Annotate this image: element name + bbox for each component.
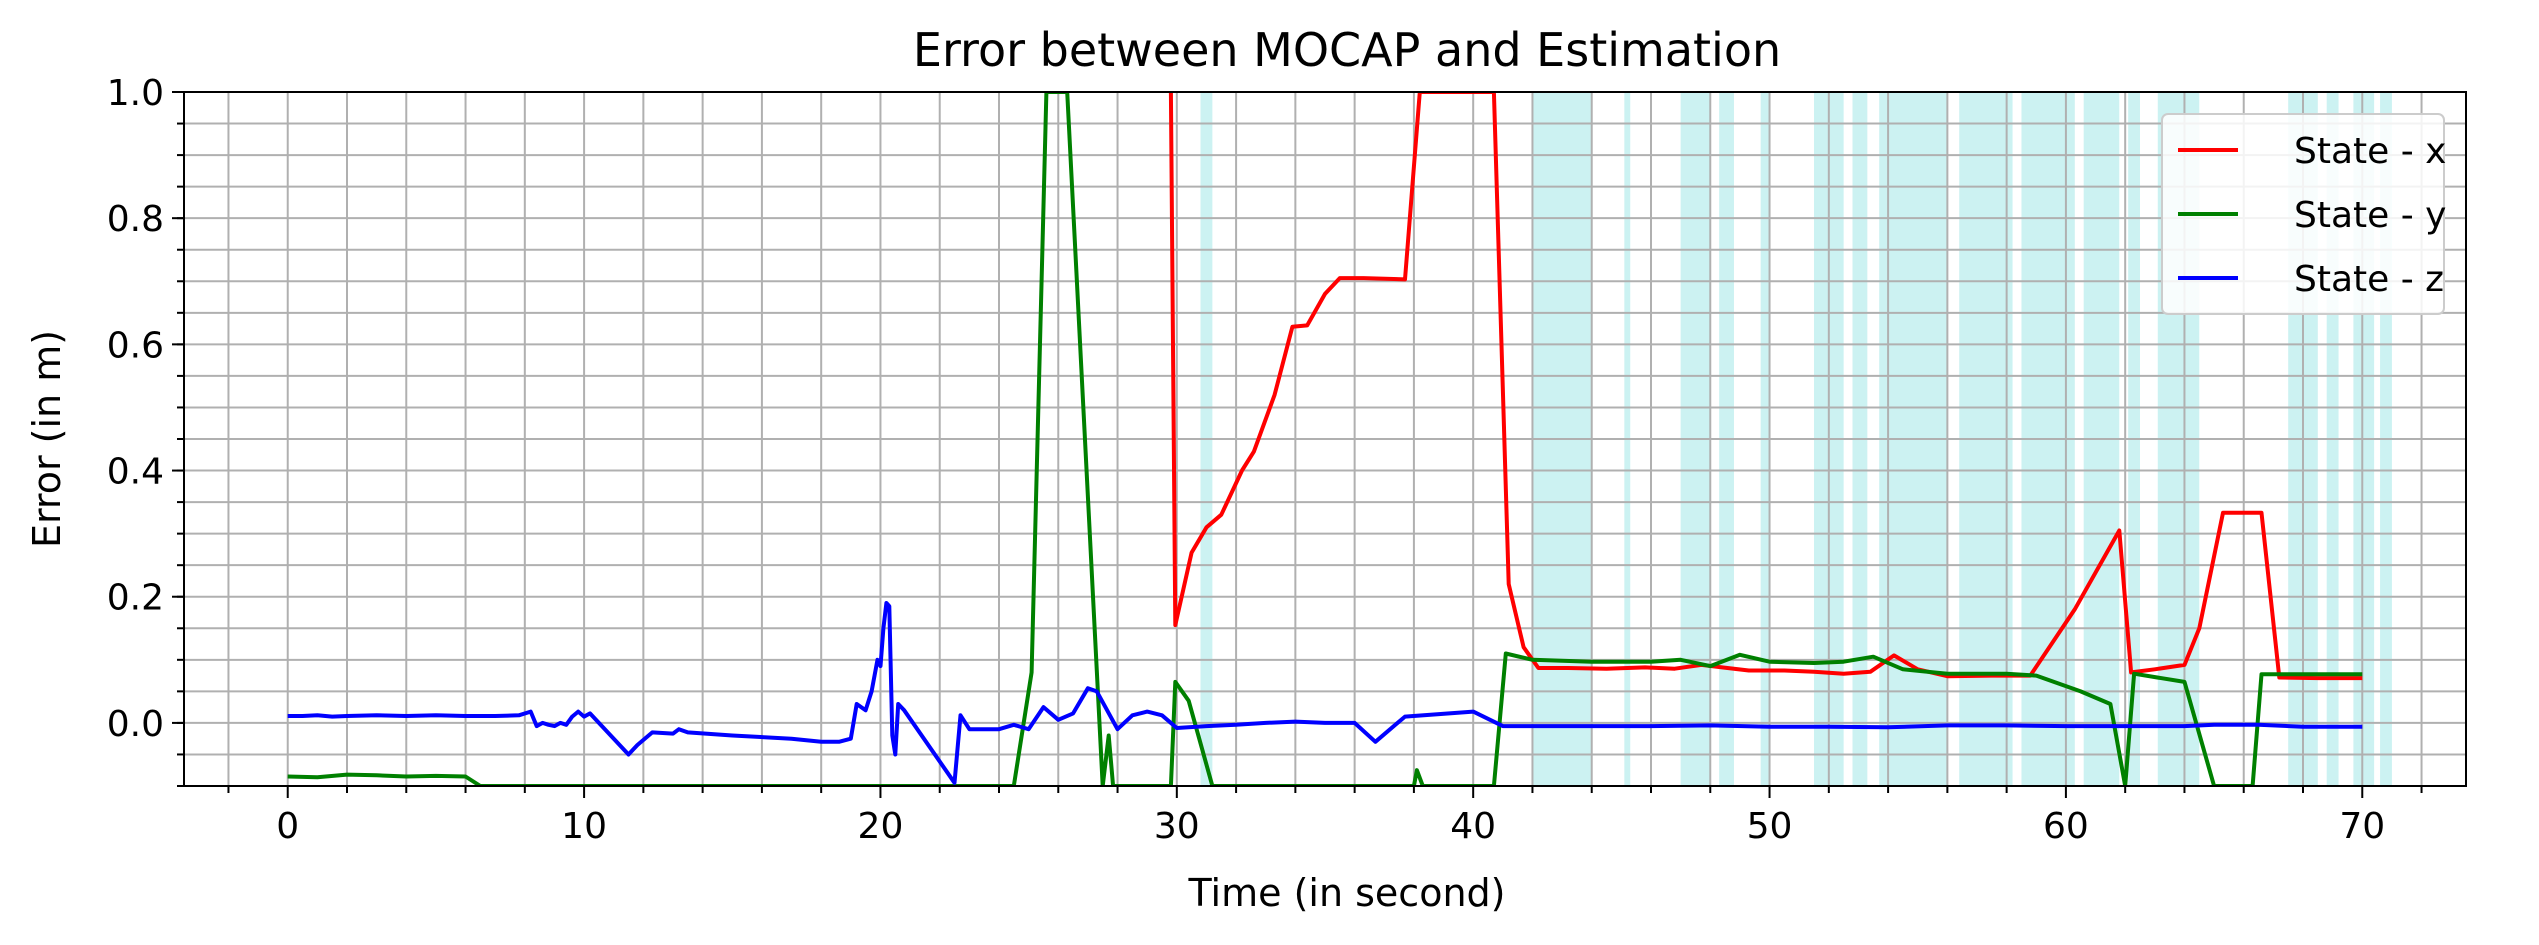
x-tick-label: 40 — [1450, 806, 1496, 847]
series-line-state-z — [287, 601, 2363, 785]
chart-title: Error between MOCAP and Estimation — [913, 23, 1781, 77]
y-axis-label: Error (in m) — [25, 330, 69, 548]
legend-box — [2161, 113, 2445, 315]
y-tick-label: 0.2 — [107, 578, 164, 619]
y-tick-label: 0.8 — [107, 199, 164, 240]
x-tick-label: 30 — [1154, 806, 1200, 847]
x-tick-label: 20 — [858, 806, 904, 847]
series-lines — [287, 92, 2363, 786]
x-tick-label: 0 — [276, 806, 299, 847]
x-tick-label: 60 — [2043, 806, 2089, 847]
series-line-state-y — [287, 92, 2363, 786]
x-tick-label: 70 — [2339, 806, 2385, 847]
legend-entry-label: State - y — [2294, 195, 2446, 236]
legend-entry-label: State - z — [2294, 259, 2444, 300]
y-tick-label: 0.0 — [107, 704, 164, 745]
legend: State - x State - y State - z — [2161, 113, 2446, 315]
y-tick-label: 0.6 — [107, 325, 164, 366]
y-tick-label: 1.0 — [107, 73, 164, 114]
legend-entry-label: State - x — [2294, 131, 2446, 172]
y-tick-label: 0.4 — [107, 452, 164, 493]
x-axis-label: Time (in second) — [1188, 871, 1506, 915]
axis-ticks: 0 10 20 30 40 50 60 70 0.0 0.2 0.4 0.6 0.8 1.0 — [107, 73, 2423, 847]
grid — [184, 91, 2466, 787]
x-tick-label: 10 — [561, 806, 607, 847]
x-tick-label: 50 — [1747, 806, 1793, 847]
